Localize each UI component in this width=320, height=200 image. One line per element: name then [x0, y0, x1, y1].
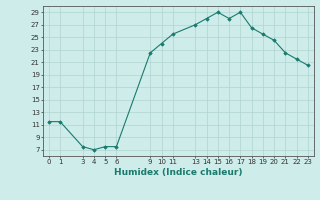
X-axis label: Humidex (Indice chaleur): Humidex (Indice chaleur) [114, 168, 243, 177]
